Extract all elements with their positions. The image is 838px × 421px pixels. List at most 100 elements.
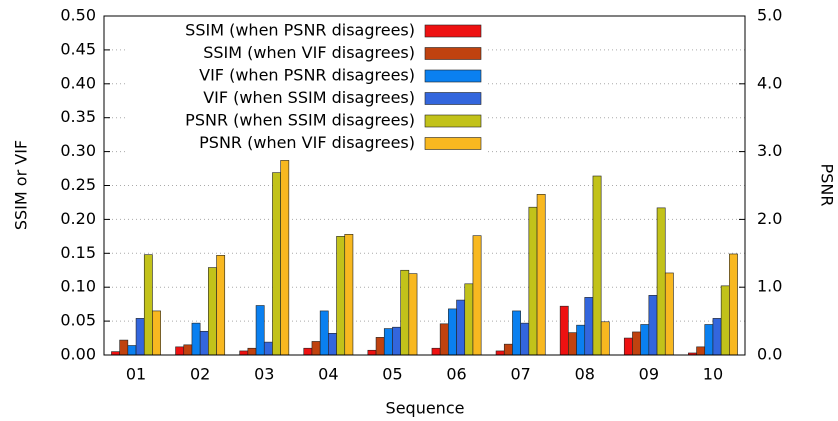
y2-tick-label: 4.0 — [757, 73, 782, 92]
bar — [439, 323, 449, 356]
y2-tick-label: 3.0 — [757, 141, 782, 160]
bar — [472, 235, 482, 356]
y-tick-label: 0.15 — [60, 243, 96, 262]
bar — [696, 346, 706, 356]
bar — [239, 350, 249, 356]
legend-swatch — [424, 92, 482, 105]
y-tick-label: 0.25 — [60, 175, 96, 194]
bar — [127, 345, 137, 356]
bar — [576, 324, 586, 356]
bar — [495, 350, 505, 356]
bar — [344, 234, 354, 356]
y-tick-label: 0.50 — [60, 6, 96, 25]
bar — [143, 254, 153, 356]
bar — [431, 347, 441, 356]
bar — [303, 347, 313, 356]
y-tick-label: 0.45 — [60, 39, 96, 58]
bar — [640, 324, 650, 356]
bar — [247, 347, 257, 356]
x-tick-label: 04 — [318, 365, 338, 384]
bar — [712, 318, 722, 356]
bar — [216, 255, 226, 356]
y-axis-label: SSIM or VIF — [12, 140, 31, 230]
bar — [280, 160, 290, 356]
bar — [464, 283, 474, 356]
y2-tick-label: 1.0 — [757, 277, 782, 296]
bar — [319, 310, 329, 356]
bar — [208, 267, 217, 356]
bar — [656, 207, 666, 356]
x-tick-label: 01 — [126, 365, 146, 384]
plot-frame — [103, 15, 746, 356]
bar — [623, 337, 633, 356]
legend-bg — [128, 21, 488, 42]
bar — [263, 341, 273, 356]
bar — [311, 341, 321, 356]
bar — [183, 344, 193, 356]
bar — [328, 333, 337, 356]
bar — [400, 269, 410, 356]
x-tick-label: 09 — [639, 365, 659, 384]
bar — [592, 175, 602, 356]
bar — [152, 310, 161, 356]
bar — [536, 194, 546, 356]
bar — [456, 299, 466, 356]
x-tick-label: 03 — [254, 365, 274, 384]
bar — [512, 310, 521, 356]
y-tick-label: 0.10 — [60, 277, 96, 296]
y-tick-label: 0.35 — [60, 107, 96, 126]
bar — [559, 305, 569, 356]
bar — [520, 322, 530, 356]
bar — [392, 326, 401, 356]
x-tick-label: 08 — [575, 365, 595, 384]
legend-swatch — [424, 137, 482, 150]
bar — [704, 324, 714, 356]
bar — [568, 332, 577, 356]
legend-label: PSNR (when SSIM disagrees) — [185, 111, 415, 130]
bar — [503, 343, 513, 356]
x-tick-label: 10 — [703, 365, 723, 384]
bar — [135, 318, 145, 356]
x-tick-label: 05 — [382, 365, 402, 384]
legend-label: SSIM (when VIF disagrees) — [203, 43, 415, 62]
legend-label: VIF (when SSIM disagrees) — [203, 88, 415, 107]
legend-swatch — [424, 114, 482, 128]
y-tick-label: 0.40 — [60, 73, 96, 92]
bar — [272, 172, 281, 356]
y-tick-label: 0.00 — [60, 345, 96, 364]
bar — [175, 346, 185, 356]
bar — [664, 272, 674, 356]
legend-label: SSIM (when PSNR disagrees) — [185, 21, 415, 40]
x-axis-label: Sequence — [386, 399, 465, 418]
bar — [336, 236, 346, 356]
legend-label: VIF (when PSNR disagrees) — [199, 66, 415, 85]
legend-swatch — [424, 69, 482, 83]
y-tick-label: 0.30 — [60, 141, 96, 160]
bar — [584, 297, 594, 356]
bar — [375, 337, 385, 356]
bar — [720, 285, 730, 356]
legend-bg — [128, 133, 488, 155]
y2-tick-label: 0.0 — [757, 345, 782, 364]
bar — [255, 305, 265, 356]
bar — [448, 308, 457, 356]
legend-bg — [128, 66, 488, 87]
legend-bg — [128, 43, 488, 65]
bar — [632, 331, 641, 356]
legend-bg — [128, 88, 488, 110]
bar — [408, 273, 418, 356]
y2-tick-label: 5.0 — [757, 6, 782, 25]
bar — [729, 253, 738, 356]
legend-swatch — [424, 47, 482, 60]
x-tick-label: 07 — [510, 365, 530, 384]
bar — [199, 330, 209, 356]
bar — [367, 349, 377, 356]
bar — [191, 322, 201, 356]
bar — [648, 295, 658, 356]
bar — [383, 328, 393, 356]
legend-label: PSNR (when VIF disagrees) — [199, 133, 415, 152]
legend-bg — [128, 111, 488, 132]
y2-tick-label: 2.0 — [757, 209, 782, 228]
bar — [600, 321, 610, 356]
